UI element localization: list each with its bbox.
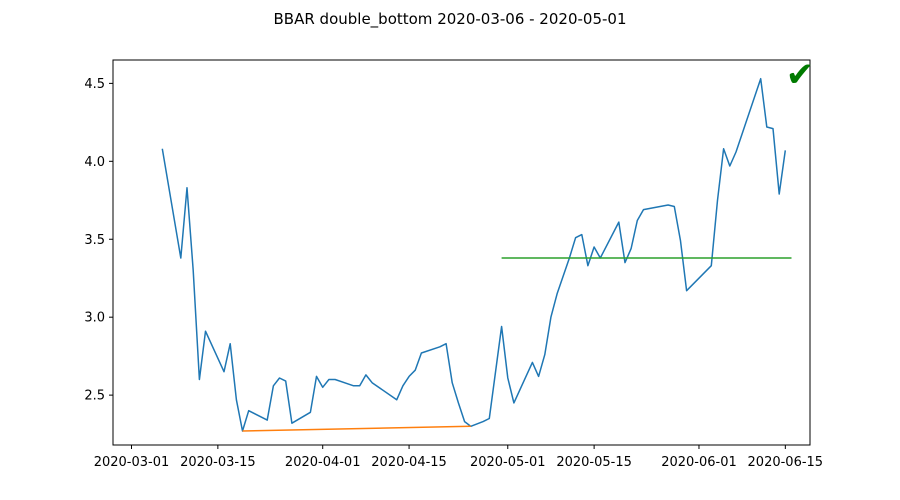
y-tick-label: 3.5 <box>84 233 105 248</box>
y-tick-label: 2.5 <box>84 389 105 404</box>
check-mark-icon: ✔ <box>786 55 815 95</box>
x-tick-label: 2020-03-15 <box>180 455 256 470</box>
x-tick-label: 2020-05-01 <box>470 455 546 470</box>
plot-frame <box>112 59 811 446</box>
y-tick-label: 3.0 <box>84 311 105 326</box>
y-tick-label: 4.5 <box>84 77 105 92</box>
series-line-1 <box>242 425 471 432</box>
x-tick-label: 2020-06-15 <box>748 455 824 470</box>
y-tick-label: 4.0 <box>84 155 105 170</box>
x-tick-label: 2020-04-15 <box>371 455 447 470</box>
x-tick-label: 2020-06-01 <box>661 455 737 470</box>
x-tick-label: 2020-03-01 <box>94 455 170 470</box>
x-tick-label: 2020-04-01 <box>285 455 361 470</box>
chart-title: BBAR double_bottom 2020-03-06 - 2020-05-… <box>274 10 627 29</box>
x-tick-label: 2020-05-15 <box>556 455 632 470</box>
